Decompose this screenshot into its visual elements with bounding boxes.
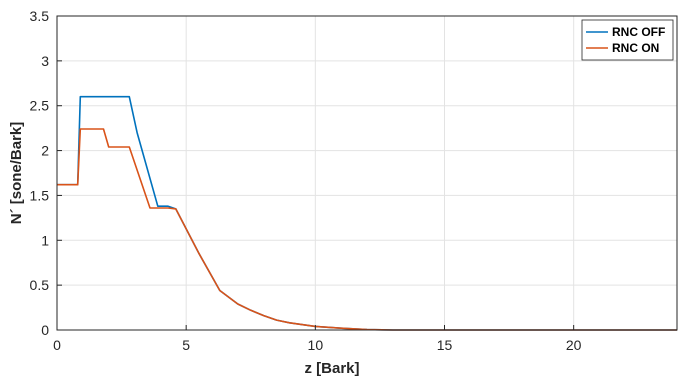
x-tick-label: 20 [566,337,582,353]
y-tick-label: 2 [41,143,49,159]
x-ticks: 0 5 10 15 20 [53,325,582,353]
x-tick-label: 5 [182,337,190,353]
y-tick-label: 2.5 [30,98,50,114]
y-tick-label: 0.5 [30,277,50,293]
legend-box [581,19,674,61]
plot-area [57,16,677,330]
plot-frame [56,15,678,331]
y-tick-label: 3.5 [30,8,50,24]
x-tick-label: 15 [437,337,453,353]
legend-label-rnc-on: RNC ON [612,41,659,55]
y-tick-label: 3 [41,53,49,69]
x-tick-label: 0 [53,337,61,353]
x-tick-label: 10 [308,337,324,353]
y-tick-label: 1 [41,232,49,248]
y-tick-label: 1.5 [30,187,50,203]
y-tick-label: 0 [41,322,49,338]
y-axis-label: N´ [sone/Bark] [8,122,25,225]
legend-label-rnc-off: RNC OFF [612,25,665,39]
x-axis-label: z [Bark] [304,360,359,377]
y-ticks: 0 0.5 1 1.5 2 2.5 3 3.5 [30,8,62,338]
legend: RNC OFF RNC ON [581,19,674,61]
